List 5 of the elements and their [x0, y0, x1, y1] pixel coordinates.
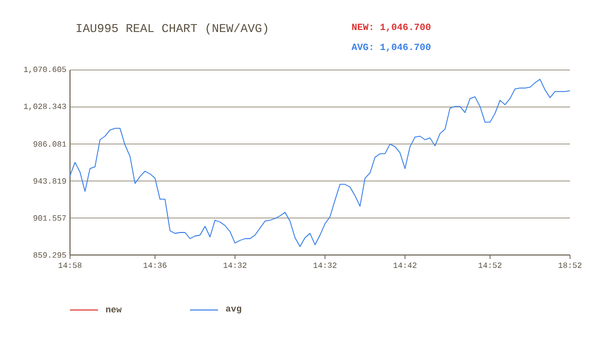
- legend-label: new: [106, 308, 122, 312]
- text: AVG: 1,046.700: [352, 44, 430, 52]
- legend-label: avg: [226, 306, 242, 314]
- text: NEW: 1,046.700: [352, 24, 430, 32]
- chart-title: IAU995 REAL CHART (NEW/AVG): [76, 23, 268, 34]
